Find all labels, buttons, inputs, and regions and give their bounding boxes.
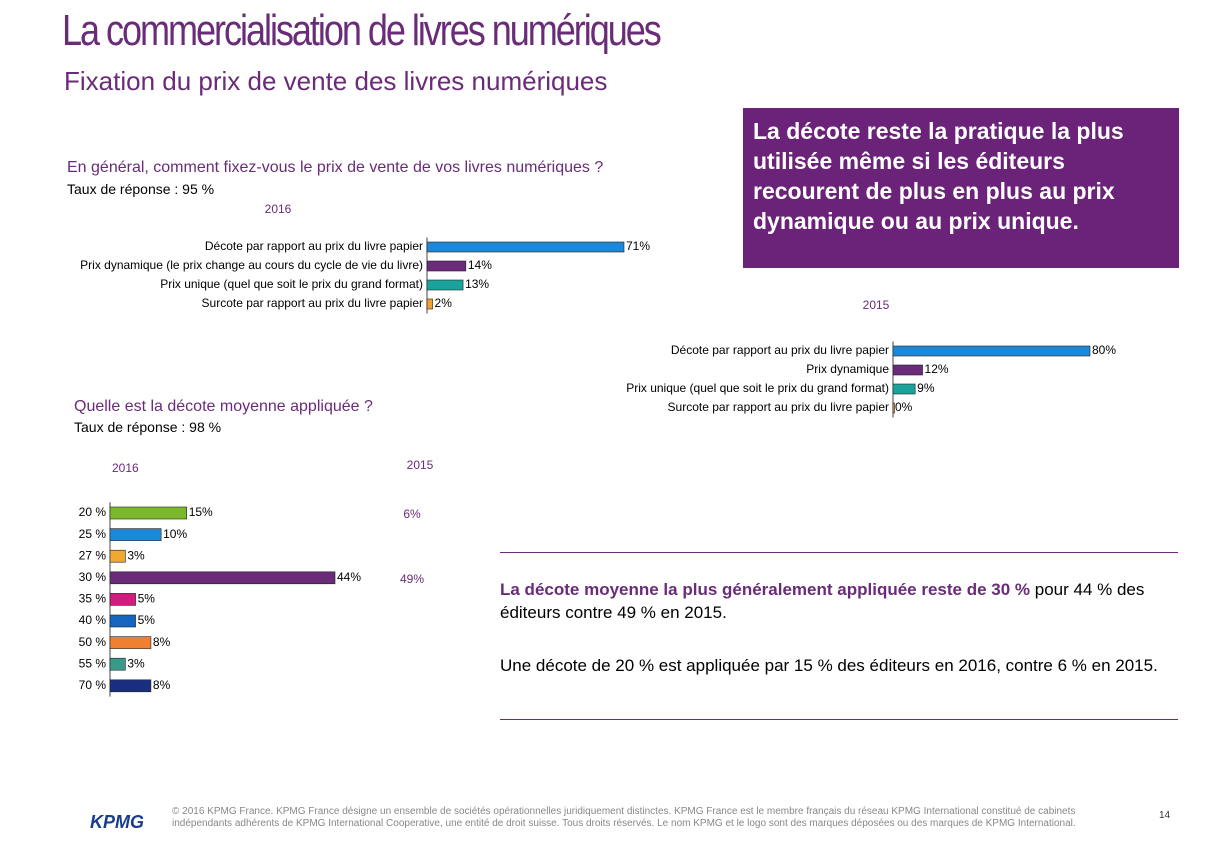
value-label: 80% [1092,343,1116,357]
chart-title: 2016 [265,202,292,216]
value-label: 9% [917,381,935,395]
value-label: 49% [400,572,424,586]
value-label: 3% [127,548,145,562]
bar [109,636,152,649]
bar [109,571,336,585]
value-label: 15% [189,505,213,519]
bar [892,402,895,414]
summary-text: pour 44 % des éditeurs contre 49 % en 20… [500,580,1145,622]
category-label: 35 % [79,592,107,606]
value-label: 71% [626,239,650,253]
category-label: 30 % [79,570,107,584]
title: La commercialisation de livres numérique… [62,6,662,55]
bar [109,679,152,693]
category-label: Prix dynamique [806,362,889,376]
value-label: 8% [153,678,171,692]
category-label: Décote par rapport au prix du livre papi… [205,239,423,253]
bar [426,279,464,291]
bar [892,364,923,376]
response-rate: Taux de réponse : 98 % [74,419,222,435]
value-label: 12% [925,362,949,376]
legal-text: © 2016 KPMG France. KPMG France désigne … [172,806,1076,829]
value-label: 10% [163,527,187,541]
summary-paragraph: Une décote de 20 % est appliquée par 15 … [500,656,1158,675]
category-label: 50 % [79,635,107,649]
summary-paragraph: La décote moyenne la plus généralement a… [500,578,1178,624]
category-label: Prix unique (quel que soit le prix du gr… [160,277,423,291]
series-title: 2015 [407,458,434,472]
bar [109,506,188,520]
category-label: 55 % [79,656,107,670]
summary-box: La décote moyenne la plus généralement a… [500,552,1178,720]
category-label: 25 % [79,527,107,541]
value-label: 5% [138,592,156,606]
value-label: 2% [435,296,453,310]
bar [426,241,625,253]
subtitle: Fixation du prix de vente des livres num… [64,66,608,96]
series-title: 2016 [112,461,139,475]
category-label: Surcote par rapport au prix du livre pap… [202,296,423,310]
logo: KPMG [90,812,144,832]
category-label: Surcote par rapport au prix du livre pap… [668,400,889,414]
bar [892,383,916,395]
value-label: 3% [127,656,145,670]
callout: La décote reste la pratique la plus util… [743,108,1179,268]
category-label: 20 % [79,505,107,519]
value-label: 5% [138,613,156,627]
bar [109,657,126,671]
value-label: 0% [895,400,913,414]
bar [109,528,162,541]
value-label: 14% [468,258,492,272]
category-label: 27 % [79,548,107,562]
summary-bold: La décote moyenne la plus généralement a… [500,580,1031,599]
bar [109,614,136,628]
bar [426,298,433,310]
category-label: Décote par rapport au prix du livre papi… [671,343,889,357]
response-rate: Taux de réponse : 95 % [67,181,215,197]
category-label: Prix dynamique (le prix change au cours … [80,258,423,272]
bar [426,260,467,272]
page-number: 14 [1159,810,1171,821]
category-label: 70 % [79,678,107,692]
bar [892,345,1091,357]
bar [109,593,136,606]
category-label: Prix unique (quel que soit le prix du gr… [626,381,889,395]
category-label: 40 % [79,613,107,627]
question: En général, comment fixez-vous le prix d… [67,159,604,176]
value-label: 13% [465,277,489,291]
value-label: 6% [403,507,421,521]
value-label: 44% [337,570,361,584]
value-label: 8% [153,635,171,649]
bar [109,549,126,563]
question: Quelle est la décote moyenne appliquée ? [74,398,373,415]
chart-title: 2015 [863,298,890,312]
